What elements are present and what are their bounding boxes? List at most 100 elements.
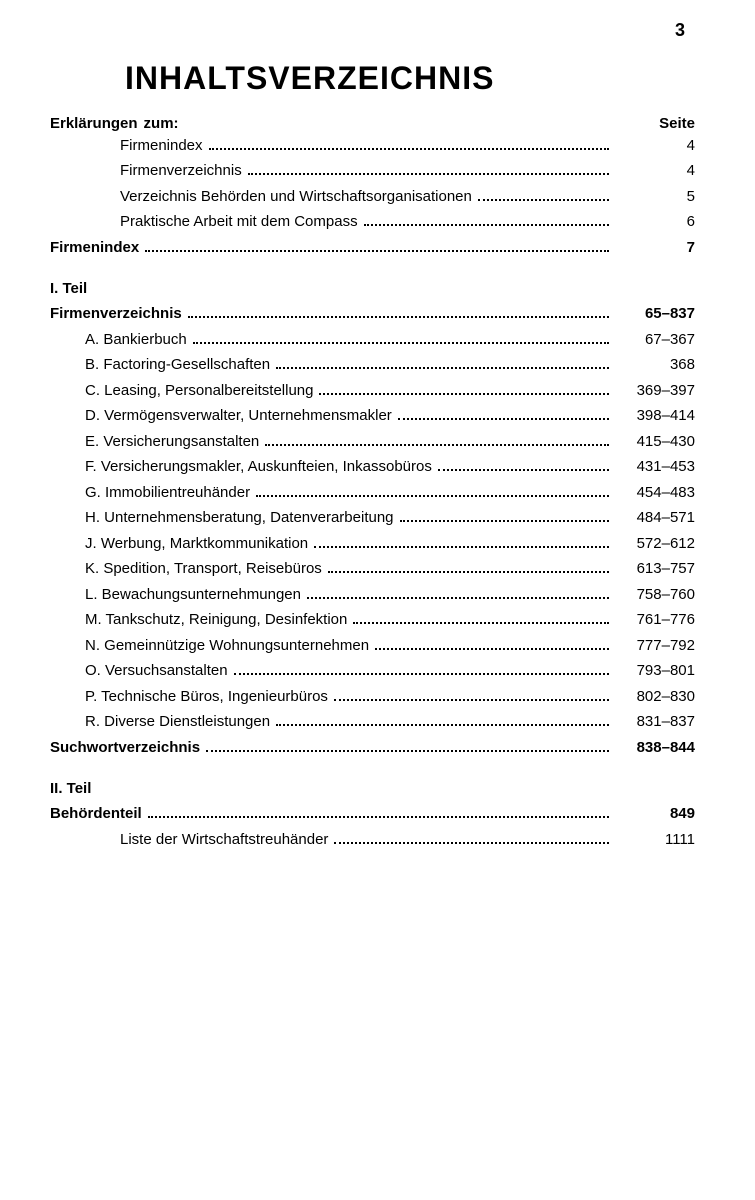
toc-page: 761–776 bbox=[615, 611, 695, 628]
firmenindex-row: Firmenindex 7 bbox=[50, 238, 695, 256]
toc-page: 1111 bbox=[615, 831, 695, 848]
toc-row: C. Leasing, Personalbereitstellung 369–39… bbox=[50, 381, 695, 399]
behoerdenteil-page: 849 bbox=[615, 805, 695, 822]
suchwort-label: Suchwortverzeichnis bbox=[50, 739, 200, 756]
toc-row: K. Spedition, Transport, Reisebüros 613–7… bbox=[50, 560, 695, 578]
toc-page: 67–367 bbox=[615, 331, 695, 348]
toc-row: Liste der Wirtschaftstreuhänder1111 bbox=[50, 830, 695, 848]
leader-dots bbox=[353, 611, 609, 625]
erklaerungen-label: Erklärungen bbox=[50, 115, 138, 132]
toc-page: 369–397 bbox=[615, 382, 695, 399]
toc-label: Firmenverzeichnis bbox=[50, 162, 242, 179]
toc-label: J. Werbung, Marktkommunikation bbox=[50, 535, 308, 552]
toc-row: G. Immobilientreuhänder 454–483 bbox=[50, 483, 695, 501]
toc-page: 613–757 bbox=[615, 560, 695, 577]
leader-dots bbox=[364, 213, 609, 227]
toc-label: C. Leasing, Personalbereitstellung bbox=[50, 382, 313, 399]
toc-page: 777–792 bbox=[615, 637, 695, 654]
toc-label: B. Factoring-Gesellschaften bbox=[50, 356, 270, 373]
toc-row: Verzeichnis Behörden und Wirtschaftsorga… bbox=[50, 187, 695, 205]
leader-dots bbox=[248, 162, 609, 176]
toc-label: A. Bankierbuch bbox=[50, 331, 187, 348]
leader-dots bbox=[193, 330, 609, 344]
toc-page: 484–571 bbox=[615, 509, 695, 526]
toc-row: L. Bewachungsunternehmungen758–760 bbox=[50, 585, 695, 603]
erklaerungen-header: Erklärungen zum: Seite bbox=[50, 115, 695, 132]
toc-label: D. Vermögensverwalter, Unternehmensmakle… bbox=[50, 407, 392, 424]
toc-row: Firmenverzeichnis 4 bbox=[50, 162, 695, 180]
leader-dots bbox=[188, 305, 609, 319]
leader-dots bbox=[478, 187, 609, 201]
toc-label: E. Versicherungsanstalten bbox=[50, 433, 259, 450]
toc-row: A. Bankierbuch 67–367 bbox=[50, 330, 695, 348]
firmenverzeichnis-page: 65–837 bbox=[615, 305, 695, 322]
teil1-heading: I. Teil bbox=[50, 280, 695, 297]
toc-page: 5 bbox=[615, 188, 695, 205]
leader-dots bbox=[438, 458, 609, 472]
toc-page: 758–760 bbox=[615, 586, 695, 603]
teil2-list: Liste der Wirtschaftstreuhänder1111 bbox=[50, 830, 695, 848]
page-number: 3 bbox=[675, 20, 685, 41]
leader-dots bbox=[334, 687, 609, 701]
toc-page: 454–483 bbox=[615, 484, 695, 501]
toc-row: D. Vermögensverwalter, Unternehmensmakle… bbox=[50, 407, 695, 425]
suchwort-page: 838–844 bbox=[615, 739, 695, 756]
leader-dots bbox=[307, 585, 609, 599]
erklaerungen-suffix: zum: bbox=[144, 115, 179, 132]
toc-page: 398–414 bbox=[615, 407, 695, 424]
toc-label: O. Versuchsanstalten bbox=[50, 662, 228, 679]
toc-label: Firmenindex bbox=[50, 137, 203, 154]
leader-dots bbox=[148, 805, 609, 819]
firmenindex-page: 7 bbox=[615, 239, 695, 256]
toc-page: 831–837 bbox=[615, 713, 695, 730]
firmenverzeichnis-row: Firmenverzeichnis 65–837 bbox=[50, 305, 695, 323]
teil1-list: A. Bankierbuch 67–367 B. Factoring-Gesells… bbox=[50, 330, 695, 730]
leader-dots bbox=[400, 509, 609, 523]
teil2-heading: II. Teil bbox=[50, 780, 695, 797]
toc-label: R. Diverse Dienstleistungen bbox=[50, 713, 270, 730]
toc-page: 415–430 bbox=[615, 433, 695, 450]
toc-page: 4 bbox=[615, 162, 695, 179]
toc-label: Praktische Arbeit mit dem Compass bbox=[50, 213, 358, 230]
toc-row: J. Werbung, Marktkommunikation 572–612 bbox=[50, 534, 695, 552]
toc-page: 6 bbox=[615, 213, 695, 230]
erklaerungen-list: Firmenindex 4 Firmenverzeichnis 4 Verzeichni… bbox=[50, 136, 695, 230]
leader-dots bbox=[398, 407, 609, 421]
behoerdenteil-row: Behördenteil 849 bbox=[50, 805, 695, 823]
toc-label: K. Spedition, Transport, Reisebüros bbox=[50, 560, 322, 577]
toc-page: 368 bbox=[615, 356, 695, 373]
page-title: INHALTSVERZEICHNIS bbox=[125, 60, 695, 97]
leader-dots bbox=[334, 830, 609, 844]
leader-dots bbox=[276, 356, 609, 370]
toc-row: Firmenindex 4 bbox=[50, 136, 695, 154]
firmenindex-label: Firmenindex bbox=[50, 239, 139, 256]
leader-dots bbox=[328, 560, 609, 574]
toc-page: 572–612 bbox=[615, 535, 695, 552]
toc-row: M. Tankschutz, Reinigung, Desinfektion 76… bbox=[50, 611, 695, 629]
toc-row: Praktische Arbeit mit dem Compass 6 bbox=[50, 213, 695, 231]
leader-dots bbox=[276, 713, 609, 727]
behoerdenteil-label: Behördenteil bbox=[50, 805, 142, 822]
seite-label: Seite bbox=[615, 115, 695, 132]
leader-dots bbox=[256, 483, 609, 497]
toc-page: 802–830 bbox=[615, 688, 695, 705]
toc-row: H. Unternehmensberatung, Datenverarbeitu… bbox=[50, 509, 695, 527]
toc-row: N. Gemeinnützige Wohnungsunternehmen777–… bbox=[50, 636, 695, 654]
toc-page: 431–453 bbox=[615, 458, 695, 475]
leader-dots bbox=[145, 238, 609, 252]
leader-dots bbox=[375, 636, 609, 650]
toc-label: F. Versicherungsmakler, Auskunfteien, In… bbox=[50, 458, 432, 475]
toc-label: Verzeichnis Behörden und Wirtschaftsorga… bbox=[50, 188, 472, 205]
toc-label: G. Immobilientreuhänder bbox=[50, 484, 250, 501]
leader-dots bbox=[319, 381, 609, 395]
leader-dots bbox=[265, 432, 609, 446]
toc-label: M. Tankschutz, Reinigung, Desinfektion bbox=[50, 611, 347, 628]
leader-dots bbox=[314, 534, 609, 548]
toc-row: B. Factoring-Gesellschaften 368 bbox=[50, 356, 695, 374]
toc-row: F. Versicherungsmakler, Auskunfteien, In… bbox=[50, 458, 695, 476]
toc-label: H. Unternehmensberatung, Datenverarbeitu… bbox=[50, 509, 394, 526]
toc-row: E. Versicherungsanstalten 415–430 bbox=[50, 432, 695, 450]
toc-page: 793–801 bbox=[615, 662, 695, 679]
toc-label: P. Technische Büros, Ingenieurbüros bbox=[50, 688, 328, 705]
toc-page: 4 bbox=[615, 137, 695, 154]
